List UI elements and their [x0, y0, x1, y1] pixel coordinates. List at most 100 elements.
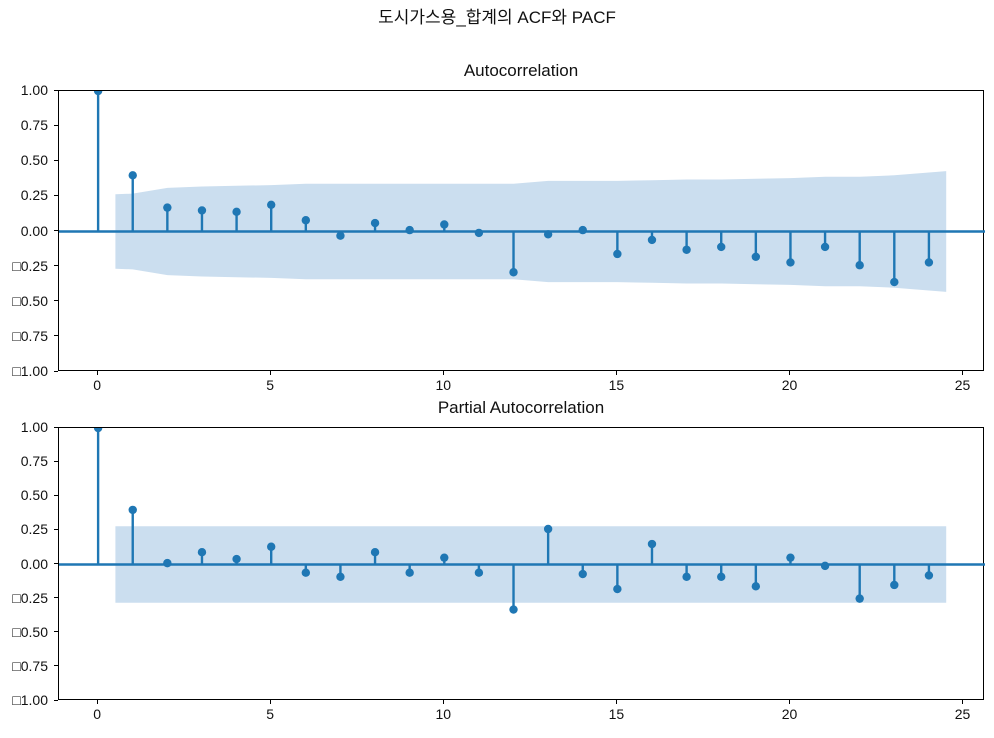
x-tick-label: 0: [93, 377, 101, 393]
y-tick-label: 1.00: [20, 419, 48, 435]
x-tickmark: [615, 371, 617, 375]
x-tickmark: [442, 700, 444, 704]
y-tick-label: □0.25: [12, 589, 48, 606]
data-point: [440, 220, 449, 229]
data-point: [509, 268, 518, 277]
data-point: [543, 524, 553, 534]
data-point: [301, 216, 311, 225]
x-tickmark: [962, 371, 963, 375]
x-tick-label: 15: [608, 377, 625, 393]
data-point: [820, 242, 830, 252]
y-tickmark: [54, 494, 58, 496]
data-point: [370, 548, 380, 557]
y-tick-label: 0.50: [20, 487, 48, 504]
data-point: [232, 207, 241, 217]
y-tick-label: 0.25: [20, 521, 48, 538]
y-tick-label: 0.75: [20, 453, 48, 470]
data-point: [128, 171, 137, 180]
y-tick-label: □1.00: [12, 692, 48, 708]
data-point: [370, 218, 380, 228]
y-tickmark: [54, 699, 58, 701]
data-point: [474, 228, 484, 238]
y-tick-label: 0.75: [20, 117, 48, 134]
x-tick-label: 10: [435, 377, 452, 393]
x-tick-label: 20: [781, 706, 798, 722]
y-tickmark: [54, 631, 58, 633]
x-tickmark: [269, 700, 271, 704]
y-tick-label: □0.75: [12, 657, 48, 674]
y-tickmark: [54, 335, 58, 337]
data-point: [682, 245, 691, 254]
y-tickmark: [54, 426, 58, 428]
data-point: [405, 568, 414, 577]
data-point: [786, 258, 795, 267]
data-point: [890, 277, 899, 287]
y-tick-label: □0.50: [12, 292, 48, 309]
acf-plot-svg: [59, 91, 985, 292]
y-tick-label: □0.50: [12, 623, 48, 640]
data-point: [717, 242, 726, 252]
x-tick-label: 5: [266, 706, 275, 722]
x-tickmark: [96, 700, 98, 704]
data-point: [855, 594, 864, 603]
x-tickmark: [962, 700, 963, 704]
pacf-plot-svg: [59, 428, 985, 614]
data-point: [440, 553, 449, 562]
acf-plot-area: [58, 90, 985, 371]
x-tick-label: 10: [435, 706, 452, 722]
x-tickmark: [269, 371, 271, 375]
data-point: [578, 569, 587, 579]
y-tick-label: □0.75: [12, 327, 48, 344]
y-tickmark: [54, 230, 58, 231]
data-point: [717, 572, 726, 581]
x-tick-label: 20: [781, 377, 798, 393]
y-tickmark: [54, 460, 58, 462]
y-tickmark: [54, 563, 58, 564]
data-point: [301, 568, 311, 577]
data-point: [786, 553, 795, 562]
y-tick-label: 1.00: [20, 82, 48, 98]
y-tickmark: [54, 300, 58, 302]
data-point: [163, 558, 172, 568]
data-point: [267, 542, 276, 551]
y-tickmark: [54, 124, 58, 126]
x-tickmark: [615, 700, 617, 704]
x-tickmark: [442, 371, 444, 375]
y-tick-label: 0.25: [20, 187, 48, 204]
data-point: [578, 225, 587, 235]
figure-title: 도시가스용_합계의 ACF와 PACF: [378, 8, 616, 27]
pacf-plot-area: [58, 427, 985, 700]
data-point: [647, 235, 657, 245]
pacf-axes-title: Partial Autocorrelation: [437, 398, 605, 417]
x-tickmark: [789, 371, 790, 375]
data-point: [890, 580, 899, 590]
y-tickmark: [54, 597, 58, 599]
data-point: [543, 230, 553, 239]
x-tick-label: 25: [954, 377, 971, 393]
data-point: [128, 505, 137, 515]
x-tick-label: 0: [93, 706, 101, 722]
y-tickmark: [54, 89, 58, 91]
y-tickmark: [54, 370, 58, 372]
y-tick-label: 0.50: [20, 152, 48, 169]
x-tick-label: 15: [608, 706, 625, 722]
data-point: [405, 225, 414, 235]
y-tickmark: [54, 528, 58, 530]
data-point: [613, 249, 622, 259]
data-point: [613, 584, 622, 594]
data-point: [336, 231, 345, 240]
y-tick-label: 0.00: [20, 555, 48, 572]
x-tickmark: [96, 371, 98, 375]
data-point: [232, 554, 241, 564]
data-point: [751, 582, 761, 591]
data-point: [820, 561, 830, 571]
data-point: [93, 428, 103, 433]
data-point: [855, 261, 864, 270]
data-point: [751, 252, 761, 261]
data-point: [924, 258, 934, 267]
y-tick-label: □1.00: [12, 363, 48, 379]
y-tickmark: [54, 194, 58, 196]
y-tick-label: 0.00: [20, 222, 48, 239]
data-point: [336, 572, 345, 581]
